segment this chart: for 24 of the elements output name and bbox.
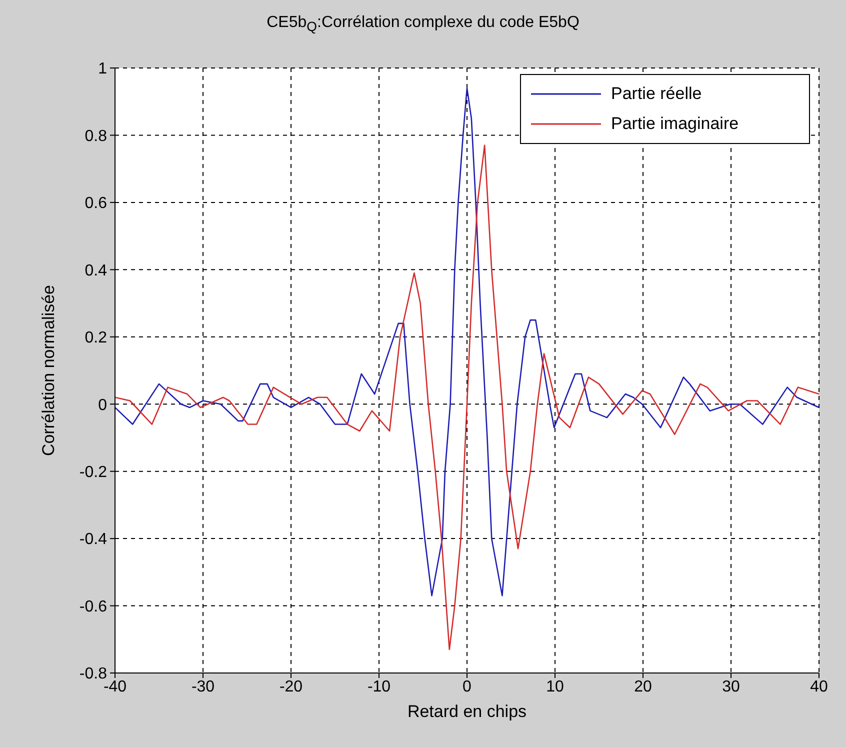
x-tick-label: 0 xyxy=(462,678,472,696)
x-tick-label: -10 xyxy=(367,678,391,696)
y-tick-label: 0.8 xyxy=(84,128,108,145)
y-tick-label: -0.2 xyxy=(79,464,108,482)
line-series xyxy=(115,144,819,650)
x-axis-title: Retard en chips xyxy=(407,702,527,721)
y-tick-label: -0.6 xyxy=(79,598,108,616)
x-tick-label: -20 xyxy=(279,678,303,696)
y-tick-label: 0.6 xyxy=(84,195,108,212)
chart-title: CE5b$_{Q}$:Corrélation complexe du code E5bQ xyxy=(266,14,580,34)
y-tick-label: -0.4 xyxy=(79,531,108,548)
x-tick-label: 20 xyxy=(634,678,652,696)
x-tick-label: 30 xyxy=(722,678,740,696)
y-tick-label: 0.4 xyxy=(84,262,108,280)
y-tick-label: 0 xyxy=(98,396,108,414)
x-tick-label: 40 xyxy=(810,678,828,696)
x-tick-label: 10 xyxy=(546,678,564,696)
legend-label: Partie imaginaire xyxy=(611,114,739,134)
y-tick-label: 1 xyxy=(98,60,108,78)
y-tick-label: 0.2 xyxy=(84,330,108,347)
legend-label: Partie réelle xyxy=(611,84,702,104)
line-series xyxy=(115,88,819,596)
y-axis-title: Corrélation normalisée xyxy=(39,284,58,456)
x-tick-label: -30 xyxy=(191,678,215,696)
